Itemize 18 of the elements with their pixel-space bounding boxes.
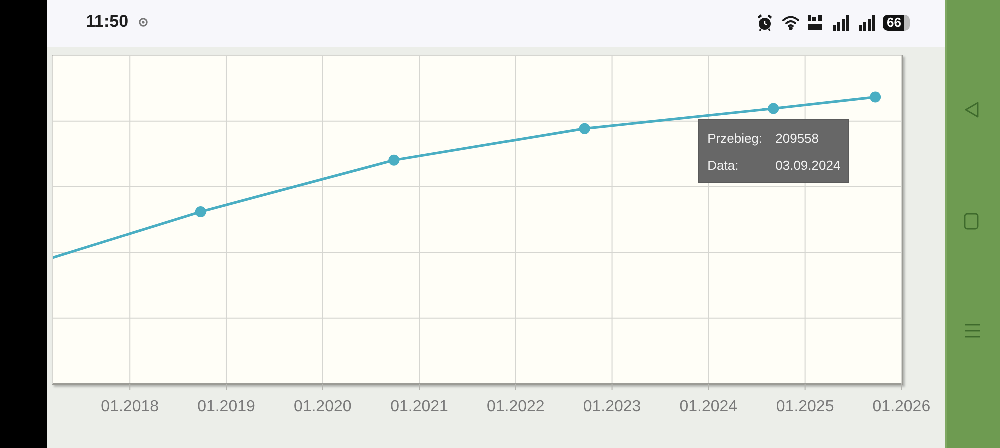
annotation: Przebieg: 209558 bbox=[708, 131, 820, 146]
point bbox=[579, 123, 590, 134]
x-tick-label: 01.2021 bbox=[390, 398, 449, 416]
x-tick-label: 01.2019 bbox=[198, 398, 256, 416]
battery-icon: 66 bbox=[883, 15, 910, 31]
x-tick-label: 01.2025 bbox=[776, 398, 834, 416]
x-tick-label: 01.2022 bbox=[486, 398, 545, 416]
point bbox=[195, 206, 206, 218]
point bbox=[768, 103, 780, 114]
point bbox=[388, 154, 400, 166]
x-tick-label: 01.2018 bbox=[101, 398, 160, 416]
x-tick-label: 01.2024 bbox=[680, 398, 738, 416]
x-tick-label: 01.2023 bbox=[583, 398, 642, 416]
text: Data: 03.09.2024 bbox=[708, 158, 841, 174]
text: 11:50 bbox=[86, 12, 129, 32]
point bbox=[870, 92, 882, 103]
x-tick-label: 01.2020 bbox=[294, 398, 352, 416]
x-tick-label: 01.2026 bbox=[872, 398, 931, 416]
